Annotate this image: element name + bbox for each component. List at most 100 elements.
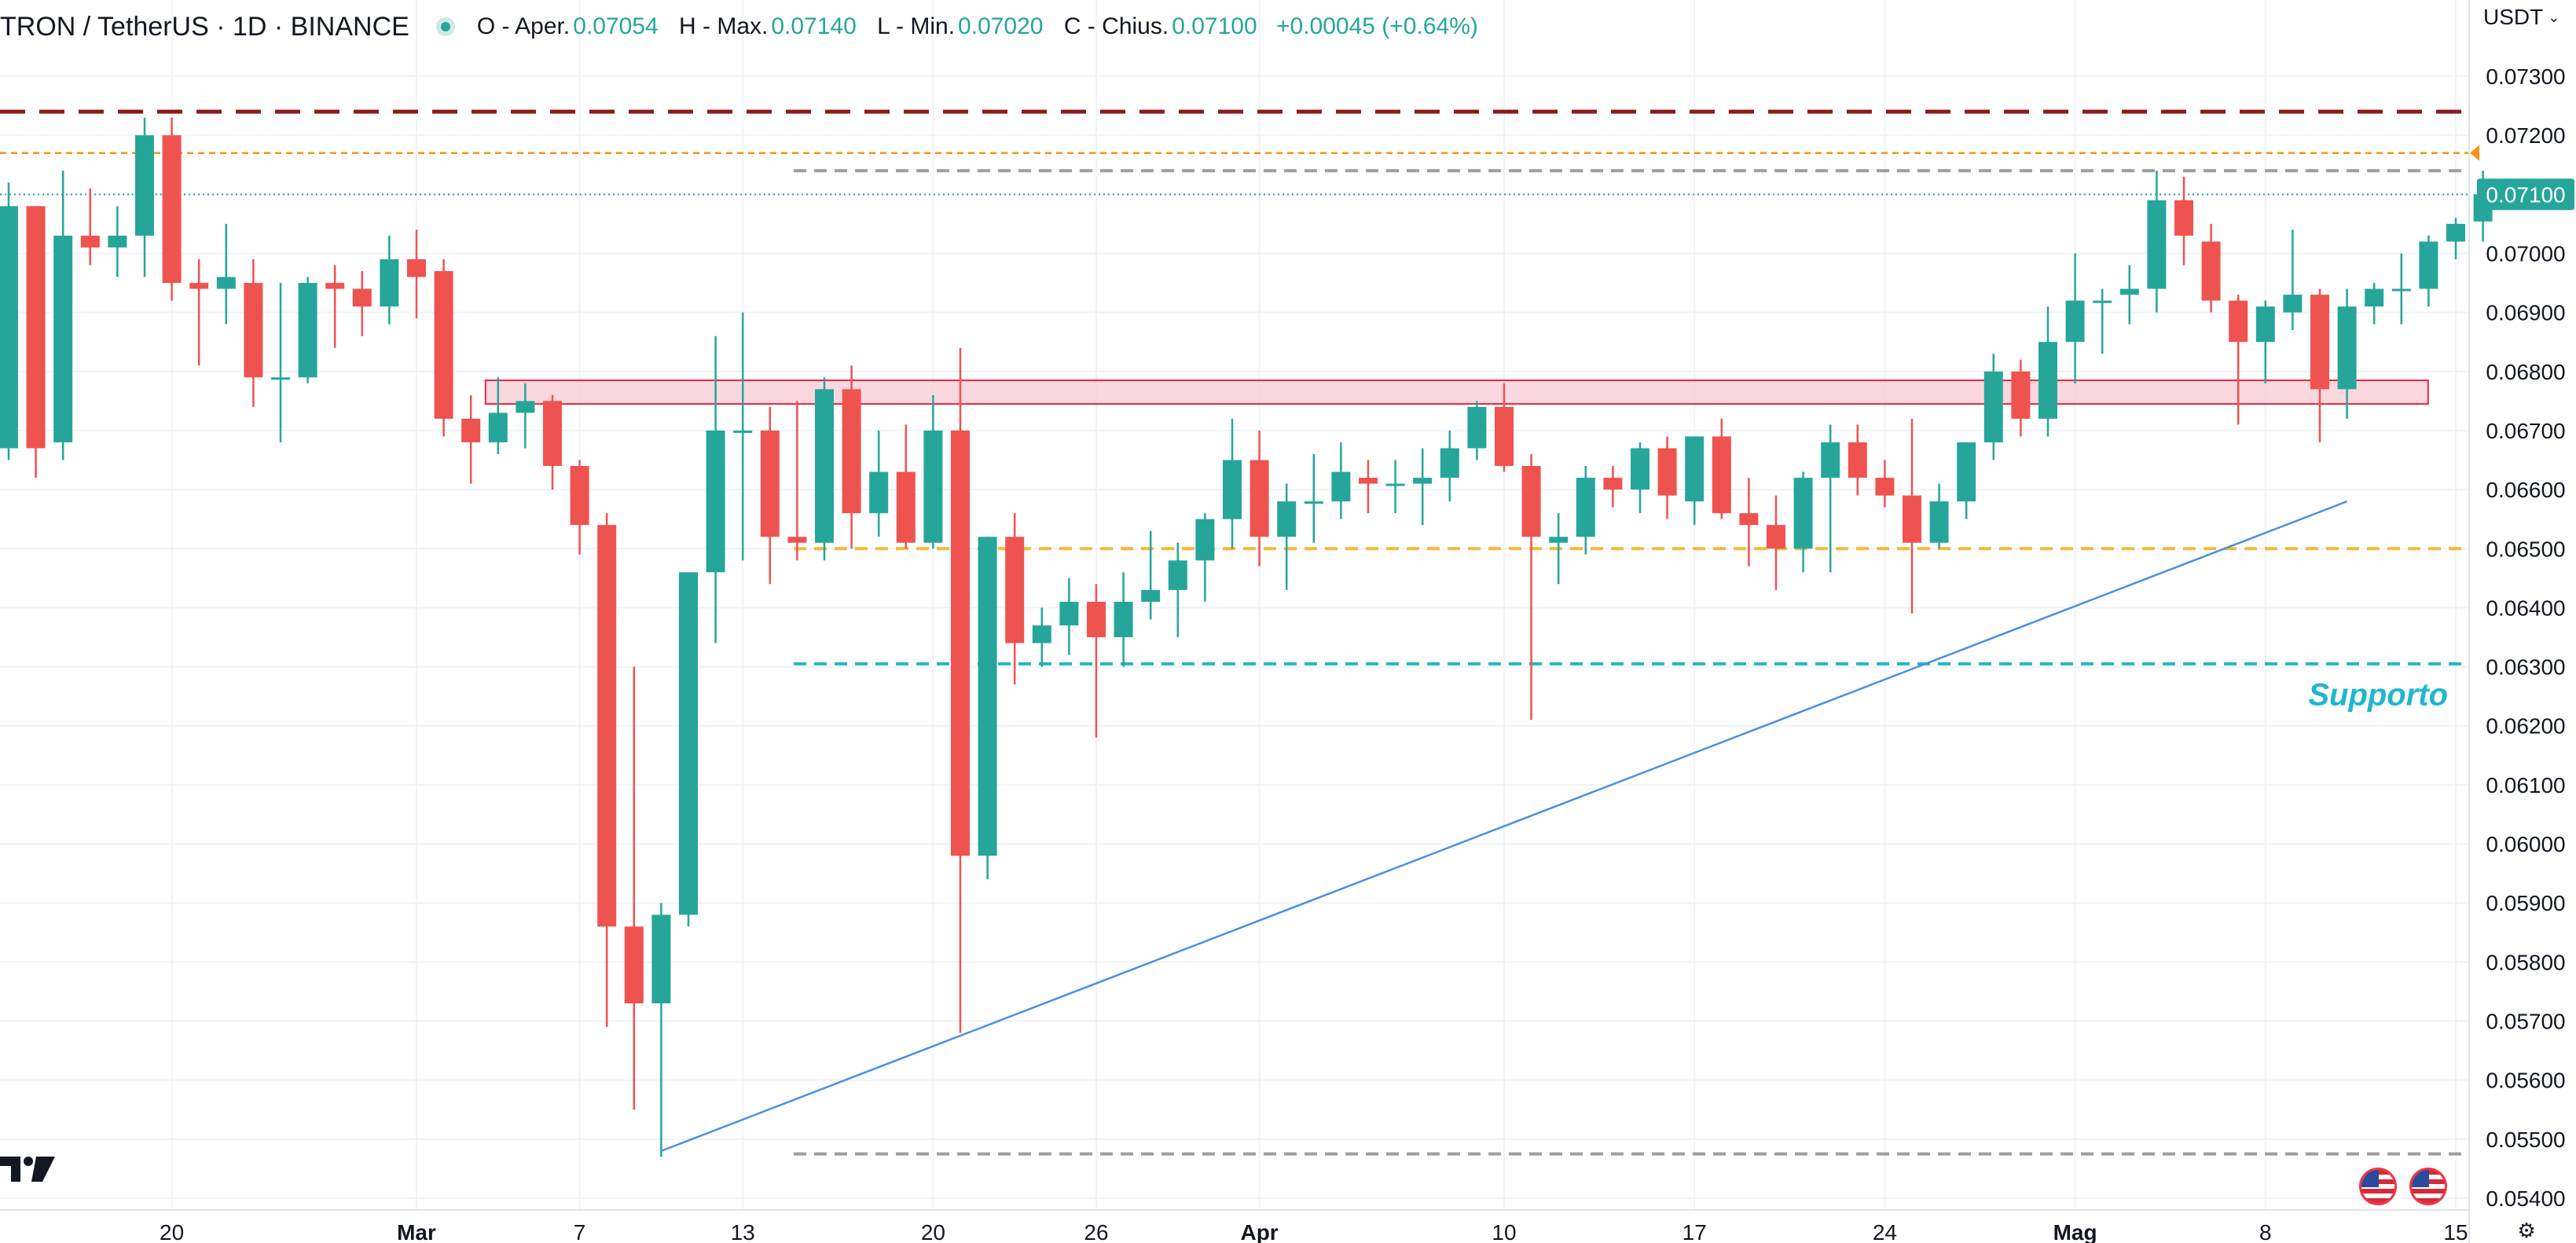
candle[interactable] [271, 377, 290, 380]
candle[interactable] [760, 430, 780, 537]
us-flag-icon[interactable] [2359, 1168, 2397, 1205]
candle[interactable] [1848, 442, 1867, 478]
candle[interactable] [189, 283, 209, 289]
candle[interactable] [1032, 625, 1051, 644]
candle[interactable] [1223, 460, 1242, 519]
candle[interactable] [1467, 406, 1487, 449]
candle[interactable] [1005, 537, 1025, 644]
candle[interactable] [2147, 200, 2167, 289]
candle[interactable] [1685, 436, 1704, 502]
candle[interactable] [679, 572, 698, 915]
candle[interactable] [1385, 483, 1405, 486]
candle[interactable] [1087, 601, 1106, 637]
candle[interactable] [461, 418, 481, 442]
candle[interactable] [2255, 306, 2275, 343]
candle[interactable] [1521, 466, 1541, 537]
candle[interactable] [1793, 478, 1813, 549]
candle[interactable] [488, 412, 508, 442]
candle[interactable] [2093, 300, 2112, 303]
candle[interactable] [352, 288, 372, 307]
candle[interactable] [53, 235, 73, 442]
candle[interactable] [1549, 537, 1569, 543]
candle[interactable] [516, 401, 535, 413]
candle[interactable] [2201, 241, 2221, 301]
candle[interactable] [434, 271, 453, 419]
candle[interactable] [570, 466, 589, 526]
candle[interactable] [1631, 448, 1649, 490]
candle[interactable] [706, 430, 725, 573]
candle[interactable] [1249, 460, 1269, 537]
candle[interactable] [2038, 342, 2057, 419]
candle[interactable] [325, 283, 345, 289]
candle[interactable] [298, 283, 317, 378]
candle[interactable] [1929, 501, 1949, 543]
candle[interactable] [1821, 442, 1840, 478]
candle[interactable] [733, 430, 753, 433]
candle[interactable] [1576, 478, 1595, 537]
us-flag-icon[interactable] [2409, 1168, 2447, 1205]
candle[interactable] [1359, 478, 1378, 484]
currency-selector[interactable]: USDT ⌄ [2483, 5, 2559, 30]
candle[interactable] [923, 430, 943, 543]
candle[interactable] [1739, 513, 1759, 526]
candle[interactable] [1440, 448, 1459, 478]
candle[interactable] [2365, 288, 2384, 307]
candle[interactable] [1767, 525, 1785, 549]
trendline[interactable] [660, 500, 2348, 1153]
candle[interactable] [2283, 295, 2303, 313]
candle[interactable] [978, 537, 997, 856]
candle[interactable] [896, 471, 916, 543]
candle[interactable] [1168, 560, 1187, 590]
candle[interactable] [2174, 200, 2193, 236]
candle[interactable] [1331, 471, 1351, 502]
candle[interactable] [216, 277, 236, 289]
candle[interactable] [597, 525, 617, 927]
candle[interactable] [0, 206, 18, 449]
candle[interactable] [2229, 300, 2248, 343]
tradingview-logo-icon[interactable] [0, 1152, 57, 1186]
candle[interactable] [1413, 478, 1433, 484]
alert-marker-icon[interactable] [2470, 145, 2479, 161]
candle[interactable] [380, 258, 399, 307]
candle[interactable] [1712, 436, 1731, 514]
candle[interactable] [1903, 495, 1921, 543]
candle[interactable] [842, 389, 861, 514]
candle[interactable] [1195, 519, 1215, 561]
candle[interactable] [407, 258, 426, 277]
candle[interactable] [1114, 601, 1133, 637]
candle[interactable] [1277, 501, 1297, 537]
candle[interactable] [1603, 478, 1623, 490]
candle[interactable] [2119, 288, 2139, 295]
candle[interactable] [624, 926, 644, 1003]
candle[interactable] [80, 235, 100, 248]
candle[interactable] [162, 135, 182, 284]
candle[interactable] [2011, 371, 2031, 419]
candle[interactable] [1657, 448, 1677, 496]
candle[interactable] [2065, 300, 2085, 343]
candle[interactable] [543, 401, 562, 467]
candle[interactable] [951, 430, 970, 856]
candle[interactable] [2446, 223, 2465, 242]
candle[interactable] [787, 537, 807, 543]
candle[interactable] [1304, 501, 1323, 504]
settings-icon[interactable]: ⚙ [2517, 1219, 2536, 1242]
resistance-zone[interactable] [484, 380, 2429, 405]
candle[interactable] [869, 471, 889, 514]
candle[interactable] [1141, 589, 1161, 602]
candle[interactable] [26, 206, 46, 449]
candle[interactable] [651, 915, 671, 1003]
candle[interactable] [1875, 478, 1895, 496]
candle[interactable] [2337, 306, 2357, 390]
last-price-badge[interactable] [2477, 178, 2574, 211]
candle[interactable] [1983, 371, 2003, 442]
candle[interactable] [2310, 295, 2329, 390]
candle[interactable] [815, 389, 834, 543]
candle[interactable] [1059, 601, 1079, 625]
candle[interactable] [135, 135, 154, 236]
candle[interactable] [2419, 241, 2438, 289]
candle[interactable] [1495, 406, 1514, 467]
candle[interactable] [108, 235, 127, 248]
candle[interactable] [244, 283, 263, 378]
symbol-title[interactable]: TRON / TetherUS · 1D · BINANCE [0, 11, 409, 42]
